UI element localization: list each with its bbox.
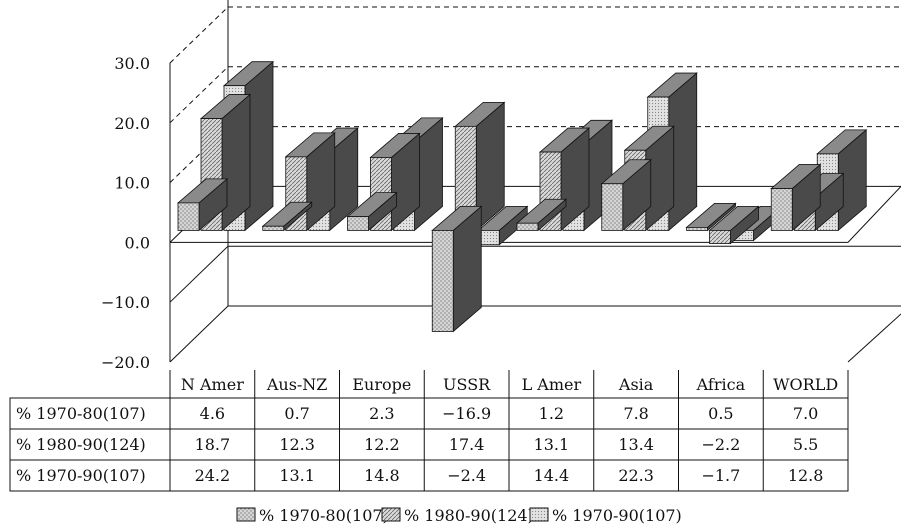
category-label: Asia bbox=[618, 375, 654, 394]
data-label: 14.8 bbox=[364, 466, 400, 485]
grid-diagonal bbox=[169, 66, 229, 124]
bar-front bbox=[601, 183, 624, 231]
data-label: 7.0 bbox=[793, 404, 818, 423]
bar-front bbox=[262, 225, 285, 231]
category-label: Africa bbox=[696, 375, 746, 394]
y-tick-label: −20.0 bbox=[101, 353, 150, 372]
data-label: 12.3 bbox=[279, 435, 315, 454]
data-label: 0.5 bbox=[708, 404, 733, 423]
floor-back-edge bbox=[169, 305, 901, 363]
legend-label: % 1970-90(107) bbox=[552, 506, 682, 525]
legend-label: % 1980-90(124) bbox=[404, 506, 534, 525]
bar bbox=[261, 201, 313, 232]
bar-front bbox=[709, 229, 731, 244]
bar-front bbox=[516, 222, 539, 231]
category-label: Europe bbox=[352, 375, 411, 394]
bar bbox=[515, 198, 568, 232]
grid-diagonal bbox=[169, 245, 229, 303]
data-label: 2.3 bbox=[369, 404, 394, 423]
data-label: 13.4 bbox=[618, 435, 654, 454]
data-label: 22.3 bbox=[618, 466, 654, 485]
legend-swatch bbox=[529, 507, 549, 522]
category-label: N Amer bbox=[181, 375, 244, 394]
data-label: 17.4 bbox=[449, 435, 485, 454]
y-axis: 30.0 20.0 10.0 0.0 −10.0 −20.0 bbox=[101, 54, 150, 372]
bar bbox=[477, 205, 529, 246]
bar-front bbox=[347, 216, 369, 231]
data-label: 4.6 bbox=[200, 404, 225, 423]
legend: % 1970-80(107) % 1980-90(124) % 1970-90(10… bbox=[236, 506, 682, 525]
data-label: 1.2 bbox=[539, 404, 564, 423]
bar-front bbox=[431, 229, 454, 332]
data-label: −2.2 bbox=[701, 435, 740, 454]
data-label: 14.4 bbox=[534, 466, 570, 485]
bar bbox=[770, 163, 822, 232]
bar bbox=[454, 101, 506, 232]
series-label: % 1970-80(107) bbox=[16, 404, 146, 423]
legend-item: % 1970-90(107) bbox=[529, 506, 682, 525]
category-label: L Amer bbox=[522, 375, 582, 394]
data-label: 5.5 bbox=[793, 435, 818, 454]
bar bbox=[346, 191, 398, 232]
bar bbox=[685, 202, 737, 232]
data-label: −1.7 bbox=[701, 466, 740, 485]
data-label: 24.2 bbox=[195, 466, 231, 485]
y-tick-label: 30.0 bbox=[114, 54, 150, 73]
series-label: % 1970-90(107) bbox=[16, 466, 146, 485]
data-label: 0.7 bbox=[284, 404, 309, 423]
bar-front bbox=[770, 188, 793, 231]
bar bbox=[431, 205, 483, 333]
data-label: 13.1 bbox=[279, 466, 315, 485]
legend-item: % 1980-90(124) bbox=[381, 506, 534, 525]
grid-diagonal bbox=[169, 6, 229, 64]
data-label: 18.7 bbox=[195, 435, 231, 454]
data-label: −16.9 bbox=[442, 404, 491, 423]
category-label: Aus-NZ bbox=[266, 375, 328, 394]
data-table: N Amer Aus-NZ Europe USSR L Amer Asia Africa WO… bbox=[9, 370, 849, 492]
bar bbox=[600, 158, 652, 232]
bar-front bbox=[686, 227, 708, 231]
data-label: 12.2 bbox=[364, 435, 400, 454]
bars bbox=[176, 60, 868, 333]
category-label: USSR bbox=[443, 375, 491, 394]
legend-swatch bbox=[236, 507, 256, 522]
bar bbox=[176, 178, 229, 232]
legend-item: % 1970-80(107) bbox=[236, 506, 389, 525]
y-tick-label: −10.0 bbox=[101, 293, 150, 312]
data-label: 13.1 bbox=[534, 435, 570, 454]
y-tick-label: 20.0 bbox=[114, 114, 150, 133]
bar-front bbox=[177, 202, 200, 231]
series-label: % 1980-90(124) bbox=[16, 435, 146, 454]
data-label: −2.4 bbox=[447, 466, 486, 485]
y-tick-label: 10.0 bbox=[114, 174, 150, 193]
data-label: 7.8 bbox=[623, 404, 648, 423]
y-tick-label: 0.0 bbox=[125, 233, 150, 252]
floor-right-edge bbox=[847, 313, 901, 363]
legend-label: % 1970-80(107) bbox=[259, 506, 389, 525]
category-label: WORLD bbox=[773, 375, 838, 394]
legend-swatch bbox=[381, 507, 401, 522]
data-label: 12.8 bbox=[788, 466, 824, 485]
zero-plane bbox=[170, 186, 901, 243]
bar bbox=[708, 205, 760, 245]
